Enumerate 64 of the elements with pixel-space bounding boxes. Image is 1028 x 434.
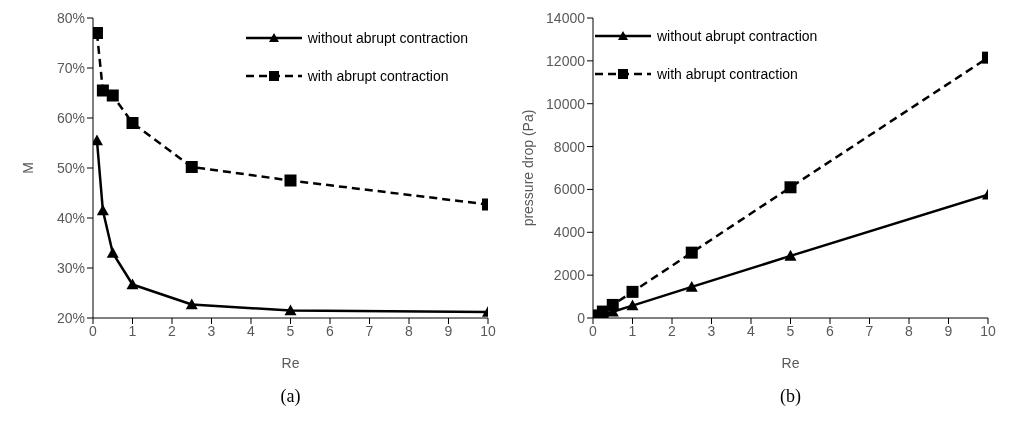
x-tick-label: 5 xyxy=(786,322,795,339)
point xyxy=(685,280,698,292)
y-tick-label: 70% xyxy=(56,59,85,76)
legend-label: without abrupt contraction xyxy=(307,30,468,46)
point xyxy=(106,247,119,258)
x-tick-label: 6 xyxy=(326,322,335,339)
y-axis-title: pressure drop (Pa) xyxy=(519,109,536,227)
point xyxy=(784,249,797,261)
point xyxy=(284,304,297,316)
x-tick-label: 6 xyxy=(826,322,835,339)
x-tick-label: 8 xyxy=(405,322,414,339)
x-tick-label: 2 xyxy=(168,322,177,339)
x-tick-label: 9 xyxy=(444,322,453,339)
y-tick-label: 40% xyxy=(56,209,85,226)
y-tick-label: 0 xyxy=(577,309,586,326)
y-tick-label: 20% xyxy=(56,309,85,326)
x-tick-label: 3 xyxy=(707,322,716,339)
x-tick-label: 5 xyxy=(286,322,295,339)
y-tick-label: 8000 xyxy=(553,138,586,155)
x-tick-label: 7 xyxy=(365,322,374,339)
y-tick-label: 80% xyxy=(56,9,85,26)
legend-label: with abrupt contraction xyxy=(307,68,449,84)
point xyxy=(784,181,797,194)
point xyxy=(126,117,139,129)
y-tick-label: 10000 xyxy=(546,95,586,112)
x-axis-title: Re xyxy=(281,355,300,371)
text: (a) xyxy=(279,386,302,407)
x-tick-label: 10 xyxy=(480,322,496,339)
x-axis-title: Re xyxy=(781,355,800,371)
y-tick-label: 4000 xyxy=(553,224,586,241)
point xyxy=(626,285,639,298)
y-tick-label: 12000 xyxy=(546,52,586,69)
x-tick-label: 10 xyxy=(980,322,996,339)
x-tick-label: 4 xyxy=(247,322,256,339)
x-tick-label: 1 xyxy=(128,322,137,339)
x-tick-label: 0 xyxy=(589,322,598,339)
x-tick-label: 0 xyxy=(89,322,98,339)
point xyxy=(284,174,297,187)
point xyxy=(96,204,109,216)
point xyxy=(96,84,109,97)
point xyxy=(185,298,198,310)
point xyxy=(185,161,198,173)
x-tick-label: 3 xyxy=(207,322,216,339)
point xyxy=(606,298,619,311)
x-tick-label: 1 xyxy=(628,322,637,339)
x-tick-label: 2 xyxy=(668,322,677,339)
x-tick-label: 8 xyxy=(905,322,914,339)
text: (b) xyxy=(779,386,802,407)
point xyxy=(126,278,139,290)
point xyxy=(685,246,698,259)
y-tick-label: 60% xyxy=(56,109,85,126)
y-tick-label: 6000 xyxy=(553,181,586,198)
legend-label: with abrupt contraction xyxy=(657,66,798,82)
y-tick-label: 2000 xyxy=(553,267,586,284)
y-axis-title: M xyxy=(19,162,36,174)
point xyxy=(106,89,119,102)
x-tick-label: 7 xyxy=(865,322,874,339)
y-tick-label: 50% xyxy=(56,159,85,176)
y-tick-label: 14000 xyxy=(546,9,586,26)
legend-label: without abrupt contraction xyxy=(657,28,818,44)
y-tick-label: 30% xyxy=(56,259,85,276)
x-tick-label: 9 xyxy=(944,322,953,339)
x-tick-label: 4 xyxy=(747,322,756,339)
point xyxy=(626,299,639,311)
